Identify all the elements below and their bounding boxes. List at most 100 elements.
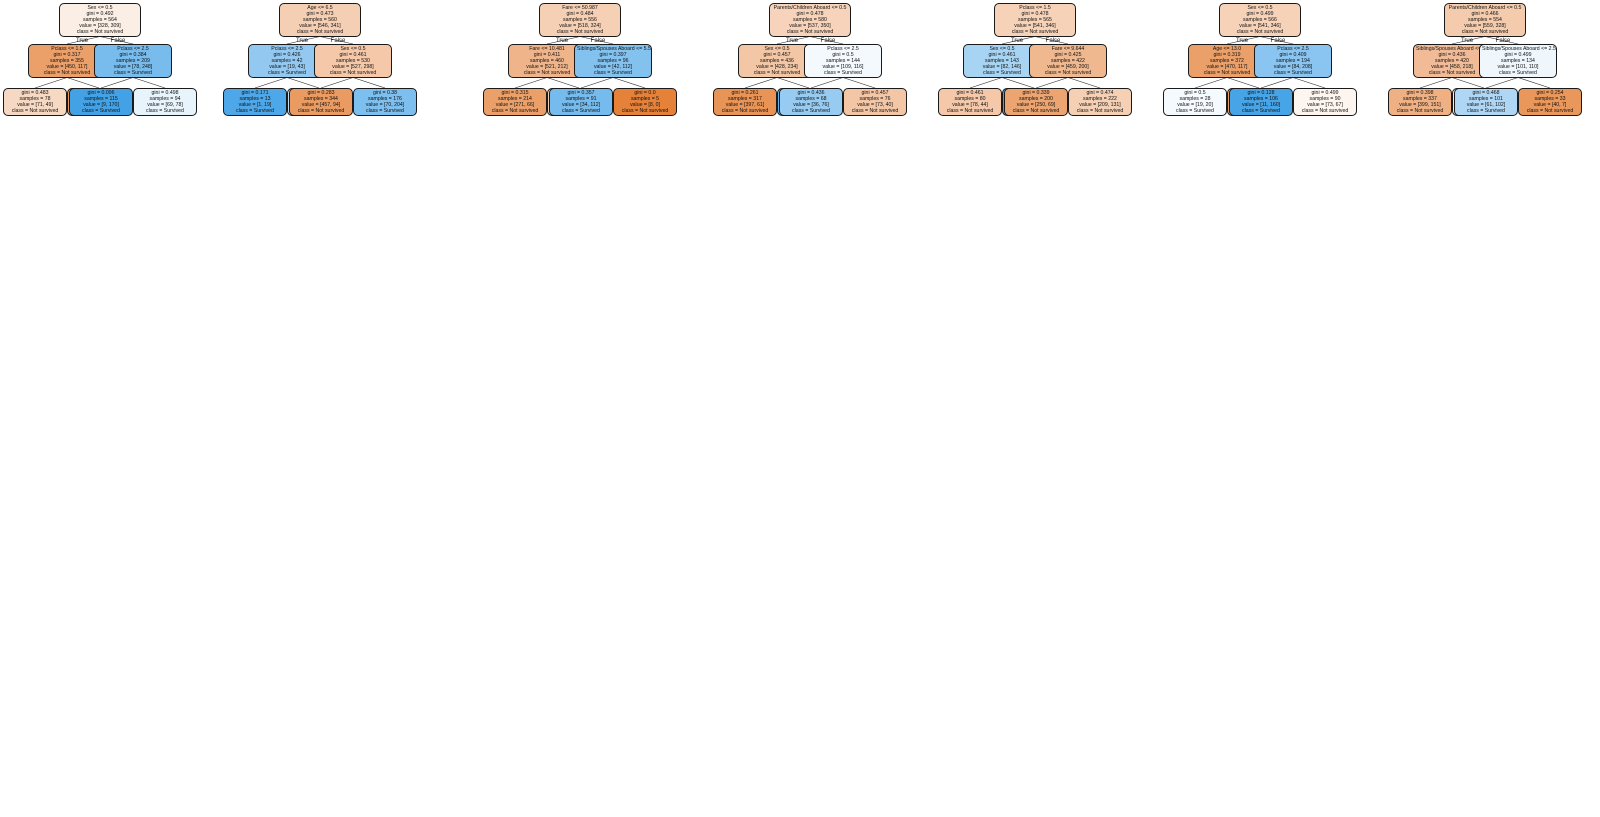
tree-edge [1517,77,1551,89]
tree-edge [1035,77,1069,89]
node-text-line: gini = 0.461 [339,52,367,59]
tree-edge [776,36,811,45]
tree-edge [1226,77,1260,89]
node-text-line: class = Survived [366,108,404,115]
node-text-line: gini = 0.254 [1536,90,1564,96]
node-text-line: value = [42, 112] [593,64,633,71]
node-text-line: value = [9, 170] [83,102,119,109]
tree-edge [1226,36,1261,45]
tree-edge [580,77,614,89]
node-text-line: class = Not survived [621,108,669,115]
node-text-line: gini = 0.5 [832,52,854,59]
node-text-line: samples = 101 [1469,96,1503,103]
node-text-line: samples = 90 [1309,96,1341,103]
node-text-line: value = [73, 40] [857,102,893,109]
tree-leaf-node: gini = 0.461 samples = 80 value = [78, 44]… [938,88,1002,117]
tree-edge [1292,77,1326,89]
node-text-line: samples = 5 [630,96,660,103]
node-text-line: class = Not survived [1012,108,1060,115]
node-text-line: class = Not survived [753,70,801,77]
node-text-line: value = [457, 94] [301,102,341,109]
tree-leaf-node: gini = 0.483 samples = 78 value = [71, 49]… [3,88,67,117]
node-text-line: value = [34, 112] [561,102,601,109]
node-text-line: gini = 0.461 [956,90,984,96]
node-text-line: class = Survived [562,108,600,115]
node-text-line: class = Not survived [296,29,344,36]
tree-edge [352,77,386,89]
node-text-line: gini = 0.315 [501,90,529,96]
node-text-line: value = [78, 44] [952,102,988,109]
node-text-line: samples = 554 [1468,17,1502,24]
tree-edge [286,36,321,45]
node-text-line: class = Survived [114,70,152,77]
node-text-line: class = Not survived [76,29,124,36]
tree-leaf-node: gini = 0.254 samples = 33 value = [40, 7] c… [1518,88,1582,117]
node-text-line: samples = 42 [271,58,303,65]
node-text-line: samples = 344 [304,96,338,103]
node-text-line: class = Not survived [556,29,604,36]
node-text-line: samples = 144 [826,58,860,65]
node-text-line: class = Not survived [1461,29,1509,36]
tree-edge [1034,36,1069,45]
node-text-line: class = Not survived [1203,70,1251,77]
node-text-line: Pclass <= 2.5 [117,46,149,52]
tree-split-node: Pclass <= 1.5 gini = 0.317 samples = 355 va… [28,44,106,79]
node-text-line: value = [271, 66] [495,102,535,109]
tree-leaf-node: gini = 0.436 samples = 68 value = [36, 76]… [779,88,843,117]
node-text-line: class = Survived [1467,108,1505,115]
edge-label: True [295,37,309,44]
tree-edge [1451,77,1485,89]
tree-edge [546,77,580,89]
node-text-line: Sex <= 0.5 [1247,5,1273,11]
node-text-line: samples = 91 [565,96,597,103]
node-text-line: value = [546, 341] [299,23,341,30]
node-text-line: gini = 0.426 [273,52,301,59]
node-text-line: gini = 0.319 [1213,52,1241,59]
node-text-line: class = Survived [146,108,184,115]
node-text-line: gini = 0.484 [566,11,594,18]
node-text-line: gini = 0.466 [1471,11,1499,18]
node-text-line: Parents/Children Aboard <= 0.5 [773,5,847,11]
tree-split-node: Siblings/Spouses Aboard <= 2.5 gini = 0.4… [1479,44,1557,79]
tree-edge [1451,36,1486,45]
node-text-line: value = [19, 20] [1177,102,1213,109]
node-text-line: Pclass <= 2.5 [271,46,303,52]
tree-edge [132,77,166,89]
tree-edge [320,77,354,89]
tree-leaf-node: gini = 0.128 samples = 106 value = [11, 16… [1229,88,1293,117]
tree-root-node: Parents/Children Aboard <= 0.5 gini = 0.4… [769,3,851,38]
node-text-line: gini = 0.411 [533,52,561,59]
tree-edge [254,77,288,89]
node-text-line: class = Survived [1176,108,1214,115]
tree-edge [776,77,810,89]
node-text-line: samples = 560 [303,17,337,24]
node-text-line: value = [541, 346] [1239,23,1281,30]
tree-root-node: Sex <= 0.5 gini = 0.492 samples = 564 value… [59,3,141,38]
node-text-line: class = Survived [983,70,1021,77]
node-text-line: gini = 0.457 [763,52,791,59]
tree-edge [319,36,354,45]
edge-label: True [1010,37,1024,44]
node-text-line: class = Not survived [721,108,769,115]
node-text-line: samples = 222 [1083,96,1117,103]
node-text-line: Siblings/Spouses Aboard <= 2.5 [1482,46,1556,52]
node-text-line: samples = 460 [530,58,564,65]
node-text-line: gini = 0.5 [1184,90,1206,96]
node-text-line: gini = 0.397 [599,52,627,59]
node-text-line: class = Not survived [1526,108,1574,115]
node-text-line: gini = 0.339 [1022,90,1050,96]
tree-leaf-node: gini = 0.468 samples = 101 value = [61, 10… [1454,88,1518,117]
node-text-line: gini = 0.425 [1054,52,1082,59]
tree-edge [579,36,614,45]
node-text-line: value = [109, 116] [822,64,864,71]
node-text-line: value = [458, 218] [1431,64,1473,71]
node-text-line: Sex <= 0.5 [989,46,1015,52]
node-text-line: value = [559, 328] [1464,23,1506,30]
edge-label: False [820,37,836,44]
node-text-line: samples = 200 [1019,96,1053,103]
node-text-line: class = Survived [792,108,830,115]
node-text-line: samples = 214 [498,96,532,103]
tree-edge [1419,77,1453,89]
node-text-line: samples = 143 [985,58,1019,65]
